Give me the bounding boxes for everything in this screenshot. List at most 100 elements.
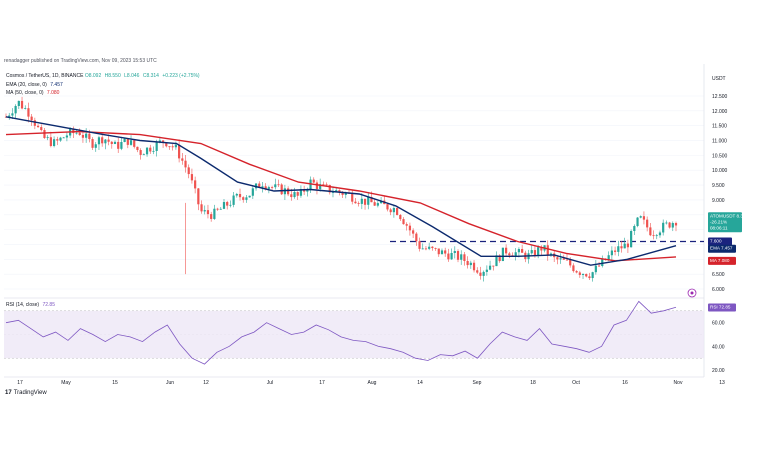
candle-body xyxy=(428,246,431,249)
candle-body xyxy=(357,203,360,205)
candle-body xyxy=(591,272,594,279)
candle-body xyxy=(479,272,482,276)
candle-body xyxy=(126,138,129,145)
time-tick-label: 16 xyxy=(622,380,628,386)
price-tick-label: 10.000 xyxy=(712,168,728,174)
time-axis[interactable]: 17 May 15 Jun 12 Jul 17 Aug 14 Sep 18 Oct 16 Nov 13 xyxy=(17,380,725,386)
candle-body xyxy=(117,141,120,149)
candle-body xyxy=(437,248,440,255)
candle-body xyxy=(270,187,274,188)
candle-body xyxy=(453,251,456,254)
candle-body xyxy=(190,174,194,181)
candle-body xyxy=(488,265,492,270)
candle-body xyxy=(174,144,178,148)
candle-body xyxy=(674,223,678,226)
candle-body xyxy=(216,208,219,210)
candle-body xyxy=(171,146,174,148)
candle-body xyxy=(633,226,636,231)
rsi-legend[interactable]: RSI (14, close) 72.85 xyxy=(6,302,55,308)
candle-body xyxy=(56,139,59,141)
ma-legend[interactable]: MA (50, close, 0) 7.080 xyxy=(6,90,59,96)
candle-body xyxy=(405,224,408,226)
time-tick-label: 13 xyxy=(719,380,725,386)
candle-body xyxy=(367,196,370,205)
candle-body xyxy=(75,132,78,134)
candle-body xyxy=(476,270,479,273)
candle-body xyxy=(46,137,49,139)
rsi-tick-label: 20.00 xyxy=(712,368,725,374)
candle-body xyxy=(245,197,248,200)
candle-body xyxy=(72,129,75,134)
candle-body xyxy=(412,230,415,234)
candle-body xyxy=(575,271,578,273)
candle-body xyxy=(578,272,581,275)
candle-body xyxy=(113,141,117,144)
candle-body xyxy=(533,250,537,256)
candle-body xyxy=(607,255,610,260)
candle-body xyxy=(238,193,242,198)
candle-body xyxy=(30,116,33,121)
candle-body xyxy=(197,188,200,205)
candle-body xyxy=(85,133,88,138)
candle-body xyxy=(235,193,238,196)
candle-body xyxy=(434,248,437,249)
candle-body xyxy=(88,133,91,140)
ema-legend[interactable]: EMA (20, close, 0) 7.457 xyxy=(6,82,63,88)
candle-body xyxy=(671,223,674,228)
tradingview-logo-icon: 17 xyxy=(5,390,12,396)
candle-body xyxy=(344,192,347,195)
price-tick-label: 9.000 xyxy=(712,198,725,204)
candle-body xyxy=(158,140,161,142)
candle-body xyxy=(415,233,418,242)
ohlc-values: O8.092 H8.550 L8.046 C8.314 +0.223 (+2.7… xyxy=(85,73,202,79)
close-value: C8.314 xyxy=(142,73,159,79)
candle-body xyxy=(187,167,190,175)
candle-body xyxy=(184,160,187,168)
symbol-name[interactable]: Cosmos / TetherUS, 1D, BINANCE xyxy=(6,73,84,79)
candle-body xyxy=(328,184,331,193)
candle-body xyxy=(335,190,338,193)
price-tick-label: 11.000 xyxy=(712,139,727,145)
time-tick-label: 18 xyxy=(530,380,536,386)
candle-body xyxy=(466,260,469,266)
time-tick-label: Nov xyxy=(674,380,683,386)
tradingview-logo[interactable]: 17 TradingView xyxy=(5,390,47,396)
candle-body xyxy=(274,184,277,188)
candle-body xyxy=(123,138,126,142)
candle-body xyxy=(251,188,254,196)
tradingview-wordmark: TradingView xyxy=(13,390,47,396)
candle-body xyxy=(142,154,145,156)
alert-clock-icon[interactable] xyxy=(687,288,697,298)
candle-body xyxy=(581,273,585,275)
candle-body xyxy=(431,246,434,249)
candle-body xyxy=(556,257,559,260)
candle-body xyxy=(309,179,312,190)
candle-body xyxy=(206,210,210,215)
ma-value: 7.080 xyxy=(46,90,60,96)
candle-body xyxy=(508,253,511,256)
candle-body xyxy=(81,134,85,138)
rsi-tick-label: 60.00 xyxy=(712,321,725,327)
candle-body xyxy=(136,146,139,151)
candle-body xyxy=(306,189,309,192)
candle-body xyxy=(129,140,133,145)
price-tick-label: 10.500 xyxy=(712,153,728,159)
price-tick-label: 12.500 xyxy=(712,94,728,100)
candle-body xyxy=(8,115,11,117)
price-tick-label: 9.500 xyxy=(712,183,725,189)
candle-body xyxy=(492,265,495,267)
candle-body xyxy=(549,253,553,255)
candle-body xyxy=(20,100,24,109)
candle-body xyxy=(264,186,267,189)
low-value: L8.046 xyxy=(124,73,140,79)
candle-body xyxy=(636,217,639,227)
candle-body xyxy=(450,253,453,260)
candle-body xyxy=(104,139,107,144)
candle-body xyxy=(203,210,206,212)
rsi-path xyxy=(5,300,677,365)
candle-body xyxy=(485,269,488,272)
rsi-badge-bg xyxy=(708,303,736,312)
candle-body xyxy=(97,137,101,145)
candle-body xyxy=(331,192,335,193)
